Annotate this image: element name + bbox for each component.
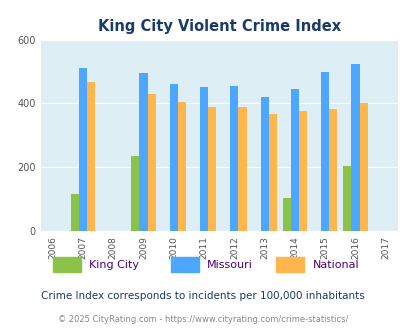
Bar	[70, 194, 79, 231]
Bar	[342, 166, 351, 231]
Bar	[320, 72, 328, 231]
Bar	[290, 89, 298, 231]
Bar	[351, 63, 359, 231]
Bar	[131, 156, 139, 231]
Text: Missouri: Missouri	[207, 260, 252, 270]
Text: © 2025 CityRating.com - https://www.cityrating.com/crime-statistics/: © 2025 CityRating.com - https://www.city…	[58, 315, 347, 324]
Bar	[238, 107, 246, 231]
Bar	[200, 87, 208, 231]
Bar	[268, 114, 276, 231]
Bar	[79, 68, 87, 231]
Bar	[260, 97, 268, 231]
Bar	[282, 197, 290, 231]
Bar	[230, 86, 238, 231]
Bar	[169, 84, 177, 231]
Bar	[359, 103, 367, 231]
Title: King City Violent Crime Index: King City Violent Crime Index	[98, 19, 340, 34]
Text: King City: King City	[89, 260, 139, 270]
Text: National: National	[312, 260, 358, 270]
Bar	[177, 102, 185, 231]
Bar	[139, 73, 147, 231]
Bar	[328, 109, 337, 231]
Bar	[208, 107, 216, 231]
Text: Crime Index corresponds to incidents per 100,000 inhabitants: Crime Index corresponds to incidents per…	[41, 291, 364, 301]
Bar	[298, 112, 307, 231]
Bar	[147, 94, 156, 231]
Bar	[87, 82, 95, 231]
